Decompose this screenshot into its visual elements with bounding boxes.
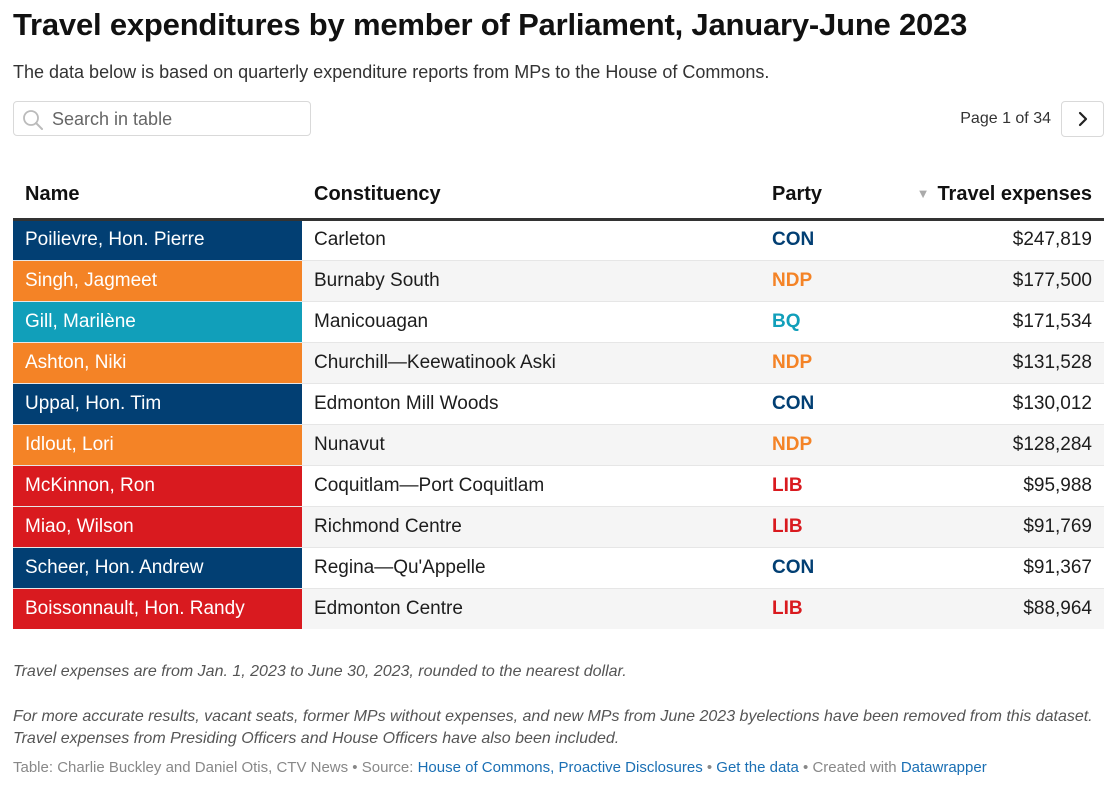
cell-travel-expenses: $131,528: [867, 342, 1104, 384]
cell-party: NDP: [760, 342, 867, 384]
cell-name: Idlout, Lori: [13, 424, 302, 466]
byline-created-with: • Created with: [798, 759, 901, 776]
pagination-label: Page 1 of 34: [960, 110, 1051, 127]
cell-travel-expenses: $88,964: [867, 588, 1104, 629]
footnote-dataset: For more accurate results, vacant seats,…: [13, 708, 1093, 747]
cell-name: Miao, Wilson: [13, 506, 302, 548]
cell-constituency: Richmond Centre: [302, 506, 760, 548]
get-the-data-link[interactable]: Get the data: [716, 759, 799, 776]
search-icon: [23, 110, 43, 130]
column-header-travel-expenses[interactable]: ▼ Travel expenses: [867, 172, 1104, 221]
datawrapper-link[interactable]: Datawrapper: [900, 759, 987, 776]
cell-name: Poilievre, Hon. Pierre: [13, 219, 302, 261]
table-body: Poilievre, Hon. Pierre Carleton CON $247,81…: [13, 219, 1104, 629]
cell-party: BQ: [760, 301, 867, 343]
table-row: Uppal, Hon. Tim Edmonton Mill Woods CON $13…: [13, 383, 1104, 425]
cell-constituency: Manicouagan: [302, 301, 760, 343]
cell-travel-expenses: $171,534: [867, 301, 1104, 343]
cell-travel-expenses: $177,500: [867, 260, 1104, 302]
cell-travel-expenses: $91,769: [867, 506, 1104, 548]
cell-constituency: Coquitlam—Port Coquitlam: [302, 465, 760, 507]
column-header-travel-expenses-label: Travel expenses: [937, 183, 1092, 206]
byline-separator: •: [702, 759, 717, 776]
cell-party: NDP: [760, 260, 867, 302]
cell-party: LIB: [760, 465, 867, 507]
chart-title: Travel expenditures by member of Parliam…: [13, 7, 968, 42]
cell-constituency: Nunavut: [302, 424, 760, 466]
cell-name: Singh, Jagmeet: [13, 260, 302, 302]
table-row: Idlout, Lori Nunavut NDP $128,284: [13, 424, 1104, 466]
cell-party: NDP: [760, 424, 867, 466]
byline-credits: Table: Charlie Buckley and Daniel Otis, …: [13, 759, 418, 776]
next-page-button[interactable]: [1061, 101, 1104, 137]
cell-name: Boissonnault, Hon. Randy: [13, 588, 302, 629]
cell-constituency: Edmonton Mill Woods: [302, 383, 760, 425]
cell-constituency: Regina—Qu'Appelle: [302, 547, 760, 589]
cell-constituency: Edmonton Centre: [302, 588, 760, 629]
chevron-right-icon: [1078, 111, 1087, 127]
table-row: Miao, Wilson Richmond Centre LIB $91,769: [13, 506, 1104, 548]
cell-travel-expenses: $128,284: [867, 424, 1104, 466]
column-header-name[interactable]: Name: [13, 172, 302, 221]
search-box[interactable]: [13, 101, 311, 136]
cell-name: Gill, Marilène: [13, 301, 302, 343]
table-row: Ashton, Niki Churchill—Keewatinook Aski ND…: [13, 342, 1104, 384]
cell-party: CON: [760, 547, 867, 589]
table-row: Singh, Jagmeet Burnaby South NDP $177,500: [13, 260, 1104, 302]
footnote-travel-period: Travel expenses are from Jan. 1, 2023 to…: [13, 663, 627, 680]
cell-name: Uppal, Hon. Tim: [13, 383, 302, 425]
cell-constituency: Burnaby South: [302, 260, 760, 302]
table-header-row: Name Constituency Party ▼ Travel expenses: [13, 172, 1104, 221]
cell-travel-expenses: $130,012: [867, 383, 1104, 425]
cell-name: Scheer, Hon. Andrew: [13, 547, 302, 589]
column-header-party[interactable]: Party: [760, 172, 867, 221]
cell-party: CON: [760, 383, 867, 425]
table-row: Scheer, Hon. Andrew Regina—Qu'Appelle CON $…: [13, 547, 1104, 589]
cell-party: CON: [760, 219, 867, 261]
triangle-down-icon: ▼: [916, 186, 930, 202]
cell-travel-expenses: $95,988: [867, 465, 1104, 507]
byline: Table: Charlie Buckley and Daniel Otis, …: [13, 759, 987, 776]
expenses-table: Name Constituency Party ▼ Travel expenses…: [13, 172, 1104, 629]
cell-party: LIB: [760, 506, 867, 548]
cell-name: Ashton, Niki: [13, 342, 302, 384]
source-link[interactable]: House of Commons, Proactive Disclosures: [417, 759, 703, 776]
cell-travel-expenses: $91,367: [867, 547, 1104, 589]
chart-subtitle: The data below is based on quarterly exp…: [13, 62, 770, 82]
table-row: McKinnon, Ron Coquitlam—Port Coquitlam LIB…: [13, 465, 1104, 507]
cell-name: McKinnon, Ron: [13, 465, 302, 507]
table-row: Gill, Marilène Manicouagan BQ $171,534: [13, 301, 1104, 343]
cell-constituency: Churchill—Keewatinook Aski: [302, 342, 760, 384]
column-header-constituency[interactable]: Constituency: [302, 172, 760, 221]
cell-travel-expenses: $247,819: [867, 219, 1104, 261]
table-row: Boissonnault, Hon. Randy Edmonton Centre L…: [13, 588, 1104, 629]
cell-constituency: Carleton: [302, 219, 760, 261]
table-row: Poilievre, Hon. Pierre Carleton CON $247,81…: [13, 219, 1104, 261]
search-input[interactable]: [52, 106, 302, 132]
cell-party: LIB: [760, 588, 867, 629]
